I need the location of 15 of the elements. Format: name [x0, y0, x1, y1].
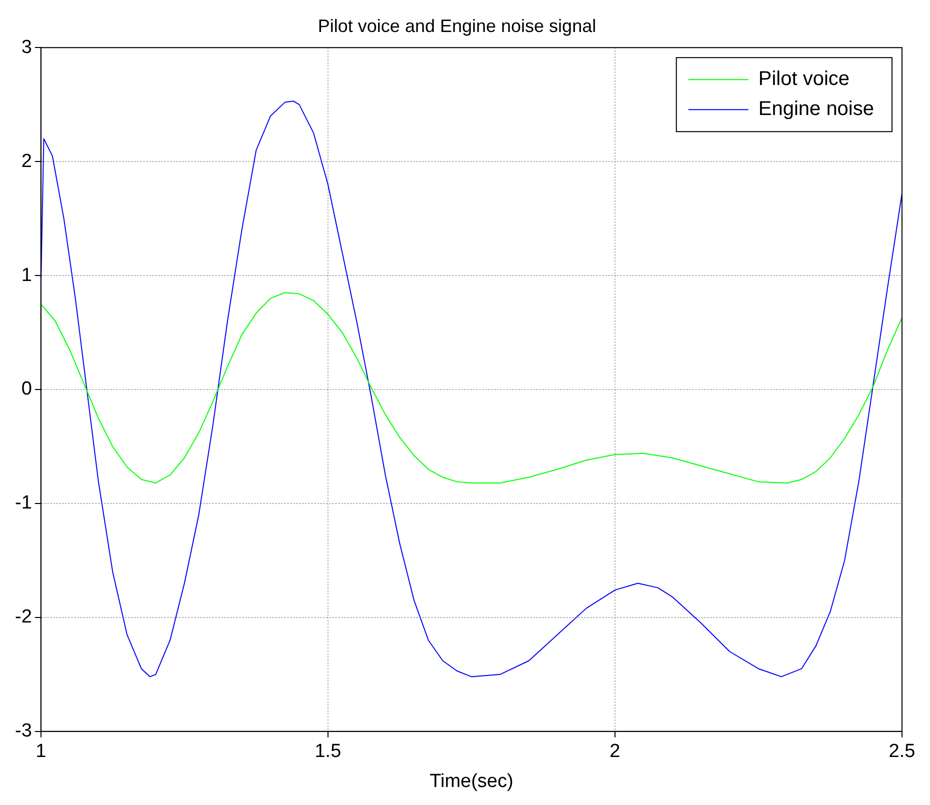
y-tick-label: 1 [21, 264, 32, 286]
y-tick-label: -3 [14, 720, 32, 742]
y-tick-label: -1 [14, 492, 32, 514]
legend-label: Pilot voice [758, 68, 850, 90]
y-tick-label: 2 [21, 150, 32, 172]
legend-label: Engine noise [758, 98, 874, 120]
x-axis-title: Time(sec) [430, 770, 514, 792]
y-tick-label: -2 [14, 606, 32, 628]
x-tick-label: 1.5 [314, 741, 342, 762]
chart-title: Pilot voice and Engine noise signal [318, 16, 596, 36]
x-tick-label: 1 [36, 741, 46, 762]
y-tick-label: 0 [21, 378, 32, 400]
x-tick-label: 2.5 [888, 741, 916, 762]
x-tick-label: 2 [610, 741, 620, 762]
y-tick-label: 3 [21, 36, 32, 58]
